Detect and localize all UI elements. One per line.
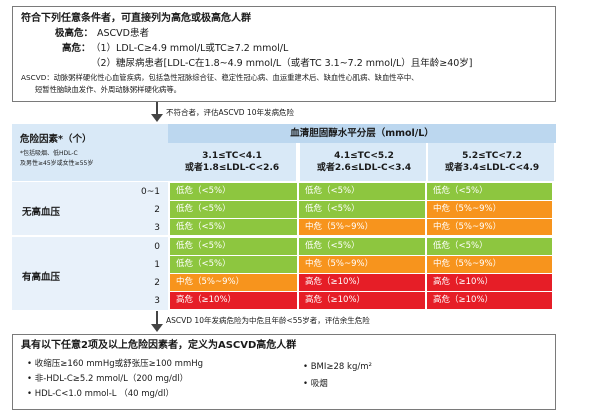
- risk-cell-orange: 中危（5%~9%）: [297, 219, 425, 236]
- risk-factor-count: 2: [154, 205, 160, 215]
- column-3-line-1: 5.2≤TC<7.2: [462, 151, 522, 161]
- risk-cell-orange: 中危（5%~9%）: [168, 274, 297, 291]
- flow-arrow-1-head: [151, 114, 163, 122]
- risk-cell-green: 低危（<5%）: [168, 219, 297, 236]
- direct-classification-box: 符合下列任意条件者，可直接列为高危或极高危人群 极高危： ASCVD患者 高危：…: [12, 6, 556, 102]
- column-1-line-1: 3.1≤TC<4.1: [202, 151, 262, 161]
- ascvd-footnote-line-1: ASCVD：动脉粥样硬化性心血管疾病，包括急性冠脉综合征、稳定性冠心病、血运重建…: [21, 73, 419, 82]
- flow-arrow-1-line: [156, 102, 158, 116]
- column-1-line-2: 或者1.8≤LDL-C<2.6: [184, 163, 280, 173]
- risk-factor-header: 危险因素*（个） *包括吸烟、低HDL-C 及男性≥45岁或女性≥55岁: [12, 124, 168, 181]
- risk-factor-count: 2: [154, 278, 160, 288]
- hypertension-group: [12, 237, 168, 310]
- flow-note-1: 不符合者，评估ASCVD 10年发病危险: [166, 108, 294, 117]
- no-hypertension-label: 无高血压: [22, 207, 61, 218]
- risk-factor-count: 0~1: [141, 187, 160, 197]
- risk-factor-item: • 收缩压≥160 mmHg或舒张压≥100 mmHg: [27, 359, 204, 369]
- risk-factor-item: • HDL-C<1.0 mmol-L （40 mg/dl）: [27, 389, 175, 399]
- risk-cell-green: 低危（<5%）: [168, 256, 297, 273]
- risk-factor-count: 0: [154, 242, 160, 252]
- flow-arrow-2-head: [151, 324, 163, 332]
- very-high-risk-label: 极高危：: [55, 28, 94, 39]
- risk-cell-green: 低危（<5%）: [168, 201, 297, 218]
- risk-factor-item: • 吸烟: [303, 379, 328, 389]
- lifetime-risk-box: 具有以下任意2项及以上危险因素者，定义为ASCVD高危人群 • 收缩压≥160 …: [12, 334, 556, 410]
- risk-cell-red: 高危（≥10%）: [168, 292, 297, 309]
- risk-factor-item: • BMI≥28 kg/m²: [303, 362, 372, 372]
- risk-cell-orange: 中危（5%~9%）: [425, 256, 552, 273]
- very-high-risk-criterion: ASCVD患者: [97, 28, 149, 39]
- column-2-line-1: 4.1≤TC<5.2: [334, 151, 394, 161]
- risk-cell-green: 低危（<5%）: [297, 201, 425, 218]
- top-box-title: 符合下列任意条件者，可直接列为高危或极高危人群: [21, 13, 251, 24]
- risk-factor-header-title: 危险因素*（个）: [20, 134, 92, 145]
- risk-cell-orange: 中危（5%~9%）: [425, 201, 552, 218]
- risk-cell-red: 高危（≥10%）: [425, 274, 552, 291]
- risk-factor-count: 1: [154, 260, 160, 270]
- ascvd-footnote-line-2: 短暂性脑缺血发作、外周动脉粥样硬化病等。: [35, 85, 181, 94]
- cholesterol-header: 血清胆固醇水平分层（mmol/L）: [168, 124, 556, 143]
- risk-cell-green: 低危（<5%）: [425, 238, 552, 255]
- risk-cell-red: 高危（≥10%）: [425, 292, 552, 309]
- group-divider: [12, 235, 556, 237]
- flow-note-2: ASCVD 10年发病危险为中危且年龄<55岁者，评估余生危险: [166, 316, 370, 325]
- risk-factor-count: 3: [154, 223, 160, 233]
- no-hypertension-group: [12, 182, 168, 235]
- column-header-3: 5.2≤TC<7.2 或者3.4≤LDL-C<4.9: [426, 143, 554, 181]
- risk-factor-note-1: *包括吸烟、低HDL-C: [20, 150, 78, 157]
- risk-cell-red: 高危（≥10%）: [297, 274, 425, 291]
- risk-factor-count: 3: [154, 296, 160, 306]
- risk-cell-green: 低危（<5%）: [425, 183, 552, 200]
- risk-cell-green: 低危（<5%）: [168, 238, 297, 255]
- risk-factor-item: • 非-HDL-C≥5.2 mmol/L（200 mg/dl）: [27, 374, 189, 384]
- hypertension-label: 有高血压: [22, 272, 61, 283]
- risk-cell-red: 高危（≥10%）: [297, 292, 425, 309]
- risk-stratification-table: 危险因素*（个） *包括吸烟、低HDL-C 及男性≥45岁或女性≥55岁 血清胆…: [12, 124, 556, 310]
- bottom-box-title: 具有以下任意2项及以上危险因素者，定义为ASCVD高危人群: [21, 340, 297, 351]
- column-3-line-2: 或者3.4≤LDL-C<4.9: [444, 163, 540, 173]
- risk-factor-note-2: 及男性≥45岁或女性≥55岁: [20, 160, 94, 167]
- column-header-1: 3.1≤TC<4.1 或者1.8≤LDL-C<2.6: [168, 143, 296, 181]
- risk-cell-green: 低危（<5%）: [297, 238, 425, 255]
- high-risk-criterion-2: （2）糖尿病患者[LDL-C在1.8~4.9 mmol/L（或者TC 3.1~7…: [91, 58, 473, 69]
- risk-cell-orange: 中危（5%~9%）: [297, 256, 425, 273]
- risk-cell-green: 低危（<5%）: [297, 183, 425, 200]
- flow-arrow-2-line: [156, 311, 158, 326]
- column-2-line-2: 或者2.6≤LDL-C<3.4: [316, 163, 412, 173]
- high-risk-label: 高危：: [62, 43, 91, 54]
- risk-cell-orange: 中危（5%~9%）: [425, 219, 552, 236]
- risk-cell-green: 低危（<5%）: [168, 183, 297, 200]
- column-header-2: 4.1≤TC<5.2 或者2.6≤LDL-C<3.4: [298, 143, 428, 181]
- high-risk-criterion-1: （1）LDL-C≥4.9 mmol/L或TC≥7.2 mmol/L: [91, 43, 289, 54]
- cholesterol-header-title: 血清胆固醇水平分层（mmol/L）: [290, 128, 434, 139]
